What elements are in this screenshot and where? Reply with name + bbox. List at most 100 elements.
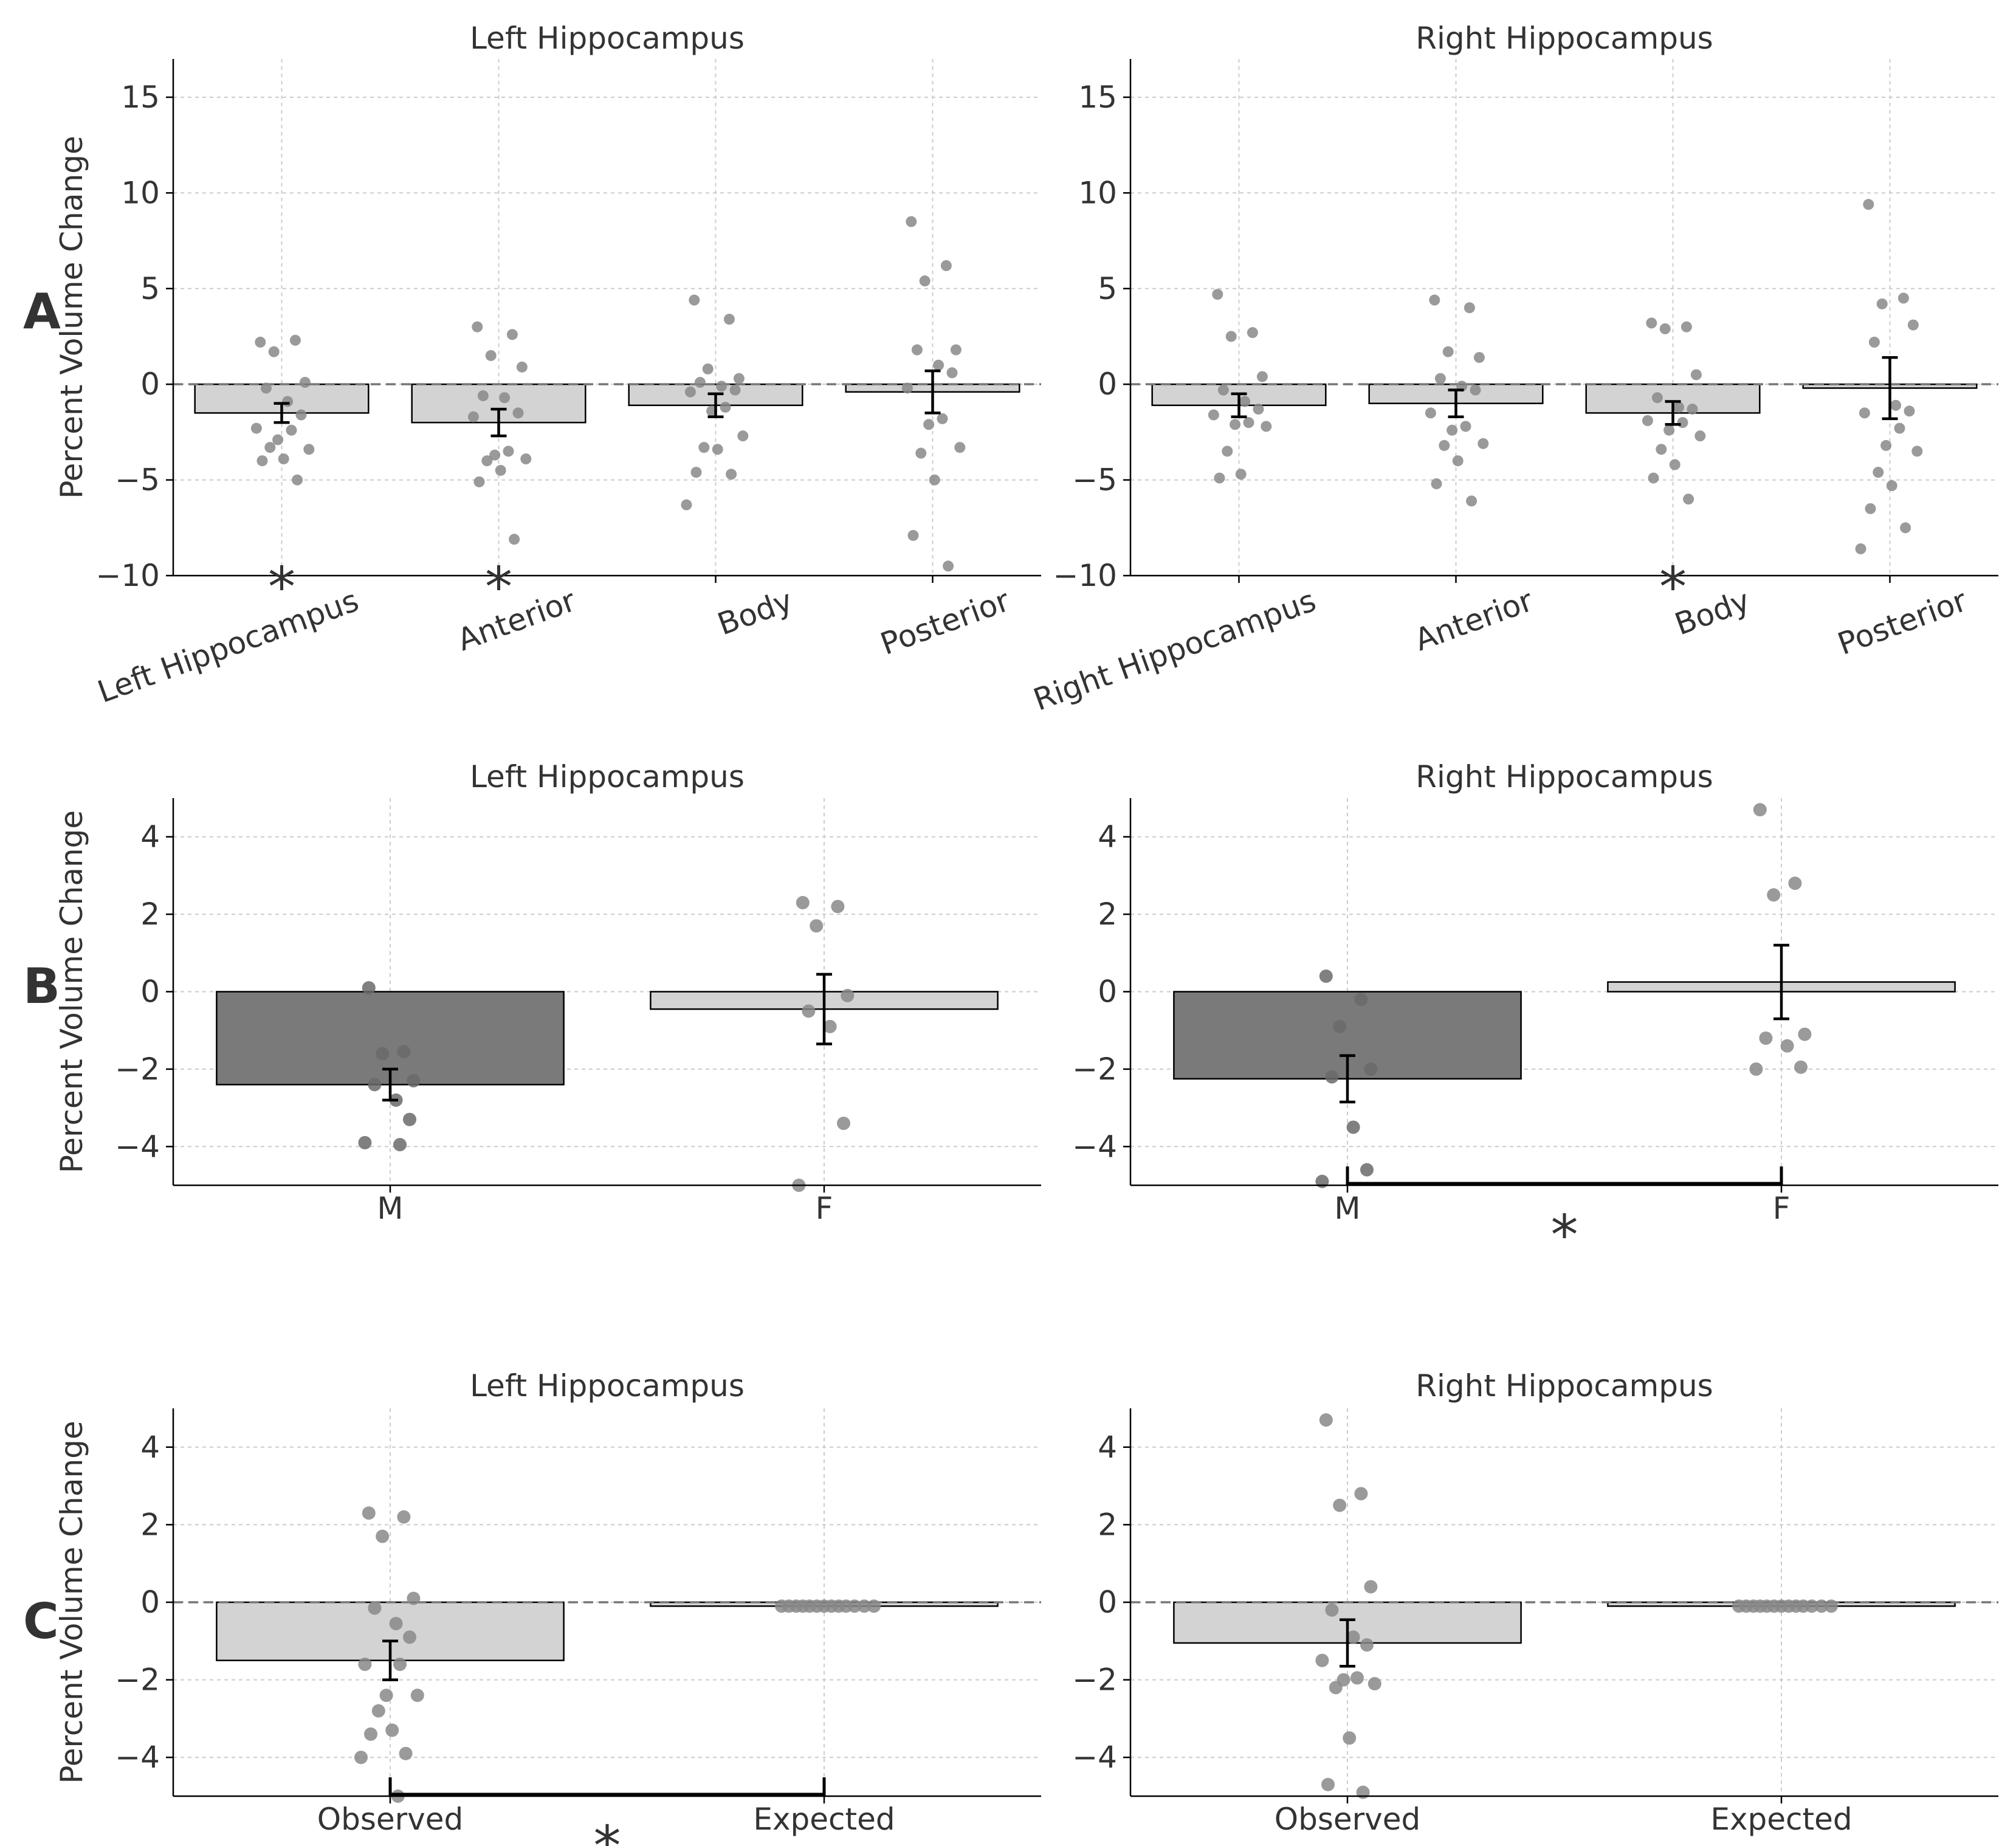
data-point (255, 336, 266, 348)
x-tick-label: Observed (317, 1802, 464, 1837)
data-point (1325, 1070, 1339, 1084)
data-point (1364, 1580, 1378, 1594)
data-point (481, 455, 493, 467)
data-point (848, 1599, 861, 1613)
y-tick-label: 4 (140, 819, 160, 855)
row-label-c: C (23, 1593, 59, 1650)
data-point (933, 359, 944, 371)
data-point (1343, 1731, 1357, 1745)
significance-star: * (268, 556, 295, 619)
x-tick-label: Expected (1710, 1802, 1852, 1837)
data-point (1473, 352, 1485, 363)
data-point (485, 350, 497, 361)
y-tick-label: −5 (115, 463, 160, 498)
data-point (911, 344, 923, 356)
significance-star: * (1551, 1204, 1578, 1267)
data-point (1253, 404, 1264, 415)
data-point (358, 1658, 372, 1672)
data-point (1447, 424, 1458, 436)
data-point (1261, 421, 1272, 432)
data-point (1767, 888, 1781, 902)
significance-star: * (1659, 556, 1687, 619)
data-point (393, 1658, 407, 1672)
data-point (260, 382, 272, 394)
data-point (712, 444, 723, 455)
data-point (937, 413, 948, 424)
panel-title: Right Hippocampus (1416, 759, 1713, 794)
x-tick-label: F (816, 1191, 833, 1226)
data-point (289, 334, 301, 346)
data-point (407, 1074, 421, 1088)
y-tick-label: −2 (115, 1662, 160, 1698)
significance-star: * (485, 556, 512, 619)
data-point (358, 1135, 372, 1149)
data-point (268, 346, 280, 357)
data-point (943, 560, 954, 572)
data-point (512, 407, 524, 419)
data-point (1470, 384, 1481, 396)
data-point (1354, 993, 1368, 1007)
y-tick-label: 0 (1098, 974, 1117, 1010)
data-point (282, 396, 294, 407)
data-point (1865, 503, 1876, 514)
data-point (503, 446, 514, 457)
data-point (1886, 480, 1897, 492)
data-point (684, 386, 696, 398)
y-axis-label: Percent Volume Change (54, 136, 89, 498)
data-point (810, 919, 824, 933)
data-point (1911, 446, 1923, 457)
data-point (716, 381, 728, 392)
y-axis-label: Percent Volume Change (54, 810, 89, 1173)
data-point (495, 464, 506, 476)
data-point (403, 1630, 416, 1644)
data-point (831, 900, 845, 914)
data-point (477, 390, 489, 402)
data-point (1663, 424, 1675, 436)
data-point (1863, 199, 1874, 210)
data-point (1208, 409, 1219, 421)
data-point (250, 422, 262, 434)
x-tick-label: Expected (753, 1802, 895, 1837)
data-point (702, 363, 714, 374)
data-point (1798, 1027, 1812, 1041)
data-point (1876, 298, 1888, 309)
y-tick-label: −4 (1072, 1740, 1117, 1775)
data-point (1648, 472, 1659, 484)
data-point (906, 216, 917, 227)
data-point (278, 453, 289, 464)
data-point (1239, 396, 1251, 407)
data-point (733, 373, 745, 384)
data-point (1315, 1653, 1329, 1667)
data-point (256, 455, 268, 467)
data-point (1642, 415, 1653, 426)
data-point (737, 430, 749, 442)
x-tick-label: F (1773, 1191, 1791, 1226)
data-point (940, 260, 952, 271)
y-tick-label: 0 (1098, 367, 1117, 402)
data-point (407, 1591, 421, 1605)
data-point (364, 1727, 377, 1741)
data-point (1356, 1785, 1370, 1799)
data-point (1868, 336, 1880, 348)
panel-title: Right Hippocampus (1416, 1368, 1713, 1403)
panel-title: Left Hippocampus (470, 759, 745, 794)
y-tick-label: −2 (1072, 1662, 1117, 1698)
data-point (1897, 292, 1909, 304)
significance-bracket (388, 1777, 826, 1796)
data-point (472, 321, 483, 332)
y-tick-label: 2 (140, 897, 160, 932)
data-point (379, 1689, 393, 1703)
data-point (954, 442, 966, 453)
y-tick-label: 2 (140, 1507, 160, 1542)
data-point (1235, 469, 1247, 480)
data-point (901, 382, 913, 394)
y-tick-label: 0 (140, 974, 160, 1010)
data-point (272, 434, 284, 446)
data-point (1859, 407, 1870, 419)
data-point (467, 411, 479, 422)
data-point (397, 1510, 411, 1524)
data-point (1442, 346, 1454, 357)
data-point (1425, 407, 1436, 419)
significance-bracket (1346, 1166, 1783, 1185)
data-point (1656, 444, 1667, 455)
